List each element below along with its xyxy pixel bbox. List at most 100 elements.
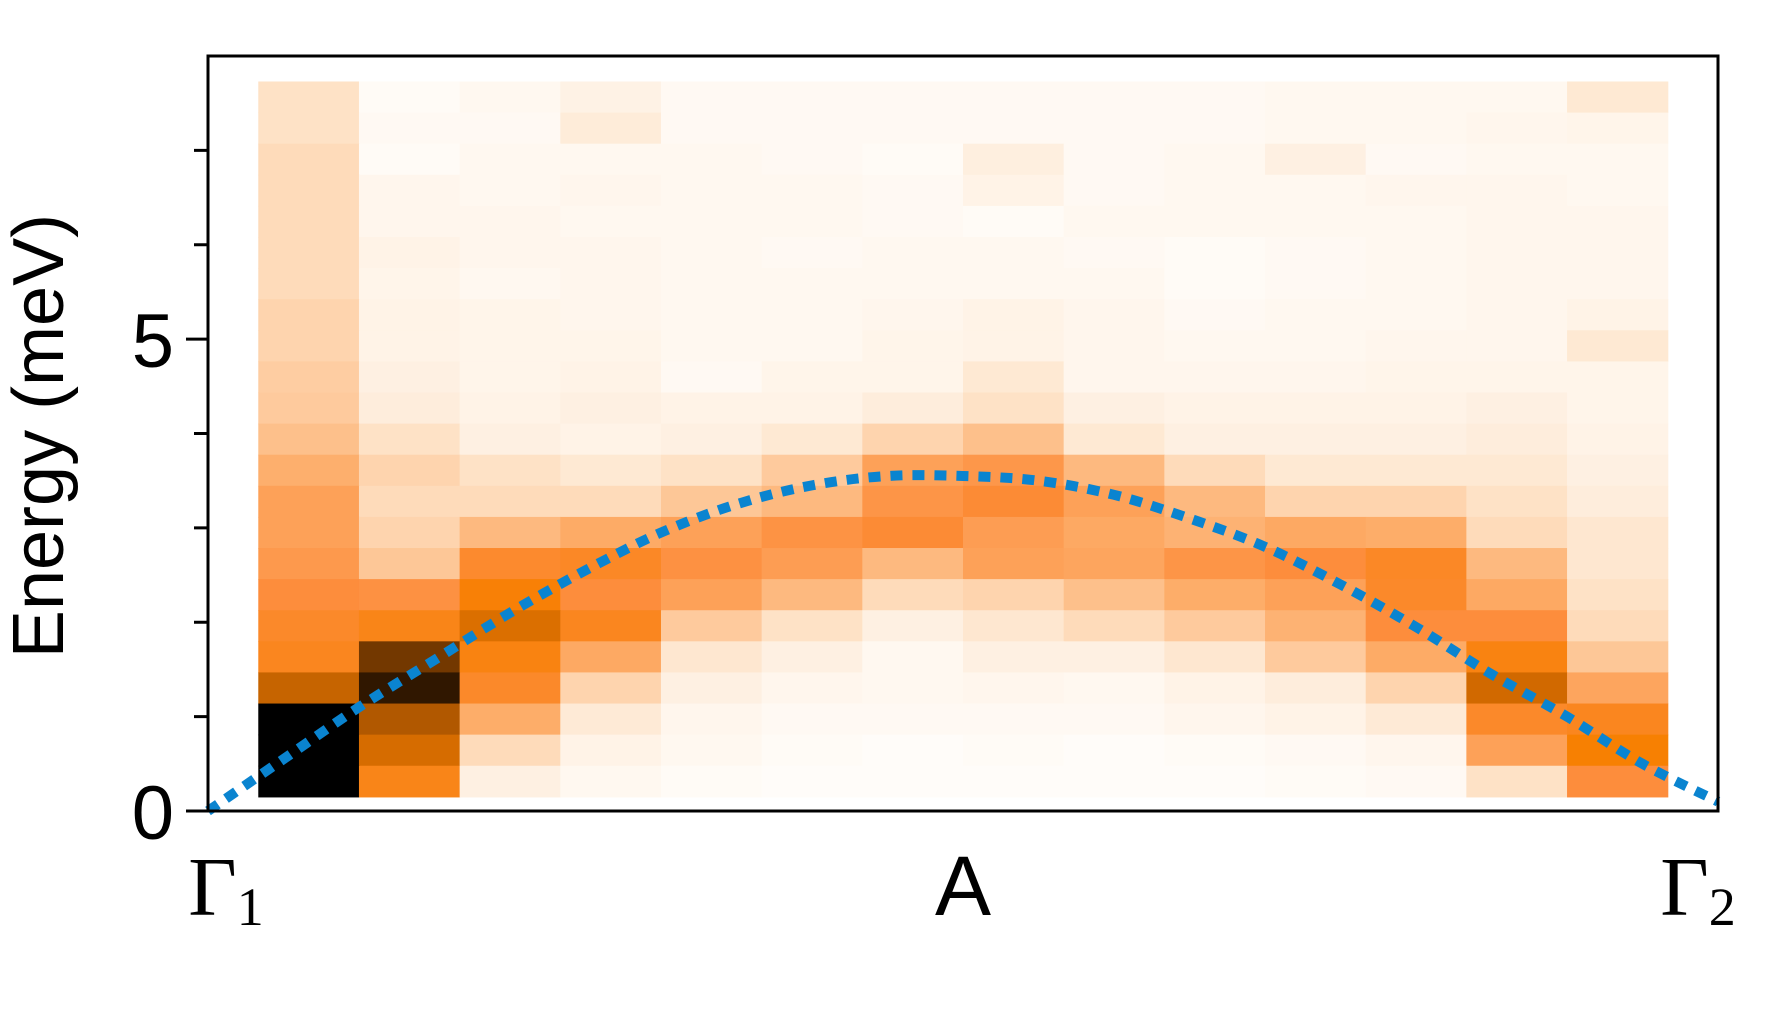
- heatmap-cell: [1265, 174, 1367, 207]
- heatmap-cell: [761, 361, 863, 394]
- heatmap-cell: [963, 423, 1065, 456]
- heatmap-cell: [862, 361, 964, 394]
- heatmap-cell: [1365, 205, 1467, 238]
- heatmap-cell: [761, 299, 863, 331]
- heatmap-cell: [761, 548, 863, 580]
- heatmap-cell: [1466, 672, 1568, 705]
- heatmap-cell: [1265, 516, 1367, 549]
- heatmap-cell: [1063, 330, 1165, 362]
- heatmap-cell: [1365, 330, 1467, 362]
- heatmap-cell: [1164, 765, 1266, 798]
- heatmap-cell: [761, 485, 863, 518]
- heatmap-cell: [1164, 579, 1266, 611]
- heatmap-cell: [560, 205, 662, 238]
- heatmap-cell: [862, 205, 964, 238]
- heatmap-cell: [660, 205, 763, 238]
- heatmap-cell: [761, 268, 863, 300]
- heatmap-cell: [660, 392, 763, 425]
- heatmap-cell: [1567, 579, 1669, 611]
- heatmap-cell: [862, 174, 964, 207]
- heatmap-cell: [761, 174, 863, 207]
- heatmap-cell: [1466, 392, 1568, 425]
- heatmap-cell: [1365, 299, 1467, 331]
- heatmap-cell: [1466, 81, 1568, 114]
- heatmap-cell: [459, 112, 561, 145]
- heatmap-cell: [1466, 143, 1568, 176]
- heatmap-cell: [1365, 734, 1467, 767]
- heatmap-cell: [761, 734, 863, 767]
- heatmap-cell: [560, 485, 662, 518]
- heatmap-cell: [1265, 423, 1367, 456]
- heatmap-cell: [1265, 299, 1367, 331]
- heatmap-cell: [1567, 174, 1669, 207]
- y-tick-label: 0: [132, 771, 174, 856]
- heatmap-cell: [258, 174, 360, 207]
- heatmap-cell: [1365, 392, 1467, 425]
- heatmap-cell: [1063, 361, 1165, 394]
- heatmap-cell: [560, 610, 662, 642]
- heatmap-cell: [1466, 610, 1568, 642]
- heatmap-cell: [1466, 454, 1568, 487]
- heatmap-cell: [258, 143, 360, 176]
- y-axis-label: Energy (meV): [0, 214, 79, 658]
- heatmap-cell: [761, 81, 863, 114]
- heatmap-cell: [1063, 236, 1165, 269]
- heatmap-cell: [258, 485, 360, 518]
- heatmap-cell: [459, 361, 561, 394]
- heatmap-cell: [358, 81, 461, 114]
- heatmap-cell: [761, 579, 863, 611]
- heatmap-cell: [761, 330, 863, 362]
- heatmap-cell: [560, 361, 662, 394]
- heatmap-cell: [1265, 454, 1367, 487]
- heatmap-cell: [1466, 299, 1568, 331]
- heatmap-cell: [660, 299, 763, 331]
- heatmap-cell: [1265, 330, 1367, 362]
- heatmap-cell: [358, 330, 461, 362]
- heatmap-cell: [358, 112, 461, 145]
- heatmap-cell: [1063, 703, 1165, 736]
- heatmap-cell: [1466, 236, 1568, 269]
- heatmap-cell: [1466, 330, 1568, 362]
- x-tick-label: A: [935, 839, 991, 933]
- heatmap-cell: [963, 610, 1065, 642]
- heatmap-cell: [258, 579, 360, 611]
- heatmap-cell: [862, 485, 964, 518]
- heatmap-cell: [258, 734, 360, 767]
- heatmap-cell: [1466, 174, 1568, 207]
- heatmap-cell: [358, 205, 461, 238]
- heatmap-cell: [1365, 236, 1467, 269]
- heatmap-cell: [862, 548, 964, 580]
- heatmap-cell: [258, 205, 360, 238]
- heatmap-cell: [1567, 236, 1669, 269]
- heatmap-cell: [1365, 174, 1467, 207]
- heatmap-cell: [358, 765, 461, 798]
- heatmap-cell: [1567, 299, 1669, 331]
- heatmap-cell: [1164, 81, 1266, 114]
- heatmap-cell: [459, 330, 561, 362]
- heatmap-cell: [862, 641, 964, 674]
- heatmap-cell: [358, 392, 461, 425]
- heatmap-cell: [1567, 268, 1669, 300]
- heatmap-cell: [358, 734, 461, 767]
- heatmap-cell: [1164, 703, 1266, 736]
- heatmap-cell: [1567, 361, 1669, 394]
- heatmap-cell: [1164, 299, 1266, 331]
- heatmap-cell: [1063, 143, 1165, 176]
- heatmap-cell: [660, 361, 763, 394]
- heatmap-cell: [560, 454, 662, 487]
- heatmap-cell: [1466, 361, 1568, 394]
- y-tick-label: 5: [132, 299, 174, 384]
- heatmap-cell: [560, 672, 662, 705]
- heatmap-cell: [963, 112, 1065, 145]
- heatmap-cell: [761, 392, 863, 425]
- heatmap-cell: [1365, 143, 1467, 176]
- heatmap-cell: [1567, 641, 1669, 674]
- heatmap-cell: [560, 579, 662, 611]
- heatmap-cell: [1265, 672, 1367, 705]
- heatmap-cell: [1466, 765, 1568, 798]
- x-tick-label: Γ1: [188, 841, 264, 937]
- x-tick-label: Γ2: [1660, 841, 1736, 937]
- heatmap-cell: [862, 299, 964, 331]
- heatmap-cell: [1567, 548, 1669, 580]
- heatmap-cell: [1063, 672, 1165, 705]
